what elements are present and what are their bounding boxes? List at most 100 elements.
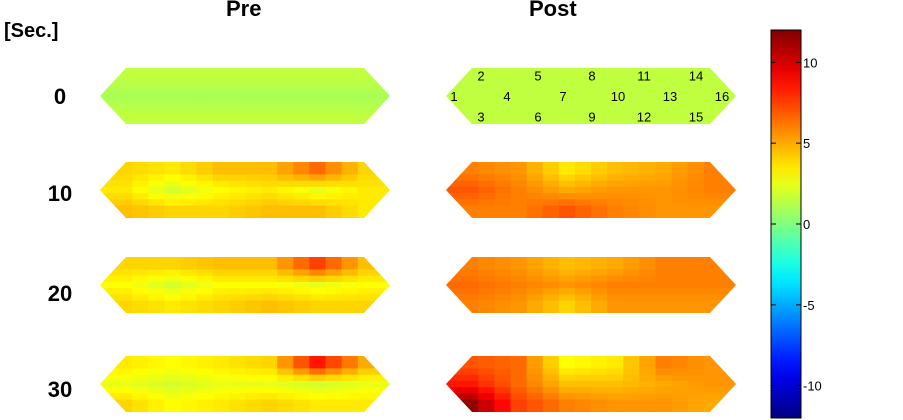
heatmap-cell: [655, 180, 673, 188]
heatmap-cell: [309, 86, 327, 94]
heatmap-cell: [148, 186, 166, 194]
heatmap-cell: [558, 174, 576, 182]
heatmap-cell: [325, 186, 343, 194]
heatmap-cell: [510, 387, 528, 394]
heatmap-cell: [277, 111, 294, 119]
heatmap-cell: [212, 174, 230, 182]
heatmap-cell: [132, 281, 149, 289]
heatmap-cell: [446, 275, 463, 283]
heatmap-cell: [228, 211, 246, 218]
heatmap-cell: [212, 263, 230, 271]
heatmap-cell: [687, 288, 705, 295]
heatmap-cell: [228, 374, 246, 382]
electrode-label: 2: [477, 68, 484, 83]
map-pre-30s: [100, 356, 390, 412]
heatmap-cell: [164, 380, 182, 388]
heatmap-cell: [293, 174, 311, 182]
heatmap-cell: [325, 211, 343, 218]
electrode-label: 3: [477, 110, 484, 125]
heatmap-cell: [526, 288, 544, 295]
heatmap-cell: [655, 399, 673, 407]
heatmap-cell: [703, 269, 721, 277]
heatmap-cell: [526, 393, 544, 401]
heatmap-cell: [212, 300, 230, 308]
heatmap-cell: [309, 168, 327, 176]
heatmap-cell: [100, 368, 117, 376]
heatmap-cell: [687, 180, 705, 188]
heatmap-cell: [100, 205, 117, 213]
heatmap-cell: [703, 99, 721, 106]
heatmap-cell: [639, 399, 657, 407]
heatmap-cell: [574, 263, 592, 271]
heatmap-cell: [623, 281, 640, 289]
heatmap-cell: [148, 288, 166, 295]
post-column-title: Post: [529, 0, 577, 21]
heatmap-cell: [373, 205, 390, 213]
heatmap-cell: [558, 80, 576, 88]
heatmap-cell: [261, 111, 278, 119]
heatmap-cell: [607, 306, 624, 313]
heatmap-cell: [180, 275, 198, 283]
heatmap-cell: [148, 168, 166, 176]
heatmap-cell: [623, 211, 640, 218]
heatmap-cell: [132, 399, 149, 407]
heatmap-cell: [510, 405, 528, 412]
heatmap-cell: [623, 80, 640, 88]
heatmap-cell: [671, 168, 689, 176]
heatmap-cell: [478, 387, 495, 394]
heatmap-cell: [228, 300, 246, 308]
heatmap-cell: [446, 162, 463, 169]
heatmap-cell: [607, 199, 624, 207]
heatmap-cell: [325, 257, 343, 264]
heatmap-cell: [591, 393, 608, 401]
heatmap-cell: [623, 168, 640, 176]
heatmap-cell: [196, 368, 214, 376]
heatmap-cell: [655, 111, 673, 119]
heatmap-cell: [164, 362, 182, 370]
heatmap-cell: [687, 306, 705, 313]
heatmap-cell: [591, 380, 608, 388]
heatmap-cell: [293, 199, 311, 207]
heatmap-cell: [100, 356, 117, 363]
heatmap-cell: [639, 288, 657, 295]
heatmap-cell: [245, 111, 262, 119]
heatmap-cell: [277, 374, 294, 382]
heatmap-cell: [639, 74, 657, 82]
heatmap-cell: [245, 288, 262, 295]
heatmap-cell: [607, 362, 624, 370]
heatmap-cell: [574, 168, 592, 176]
heatmap-cell: [639, 362, 657, 370]
heatmap-cell: [558, 211, 576, 218]
heatmap-cell: [671, 92, 689, 100]
heatmap-cell: [607, 180, 624, 188]
heatmap-cell: [542, 205, 560, 213]
heatmap-cell: [148, 393, 166, 401]
heatmap-cell: [180, 99, 198, 106]
heatmap-cell: [212, 86, 230, 94]
heatmap-cell: [623, 405, 640, 412]
heatmap-cell: [228, 199, 246, 207]
heatmap-cell: [462, 180, 479, 188]
electrode-label: 15: [689, 110, 703, 125]
heatmap-cell: [309, 257, 327, 264]
heatmap-cell: [357, 174, 375, 182]
map-pre-10s: [100, 162, 390, 218]
heatmap-cell: [591, 281, 608, 289]
heatmap-cell: [542, 211, 560, 218]
heatmap-cell: [132, 92, 149, 100]
heatmap-cell: [228, 111, 246, 119]
heatmap-cell: [164, 86, 182, 94]
heatmap-cell: [341, 105, 359, 113]
heatmap-cell: [671, 281, 689, 289]
heatmap-cell: [446, 368, 463, 376]
heatmap-cell: [574, 162, 592, 169]
heatmap-cell: [574, 380, 592, 388]
heatmap-cell: [164, 74, 182, 82]
heatmap-cell: [261, 374, 278, 382]
heatmap-cell: [526, 306, 544, 313]
heatmap-cell: [309, 211, 327, 218]
heatmap-cell: [293, 111, 311, 119]
heatmap-cell: [261, 99, 278, 106]
heatmap-cell: [607, 374, 624, 382]
heatmap-cell: [309, 80, 327, 88]
